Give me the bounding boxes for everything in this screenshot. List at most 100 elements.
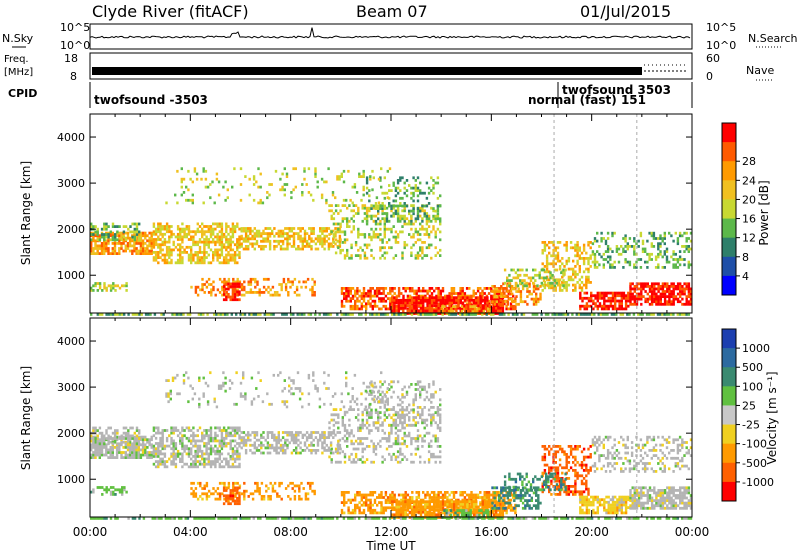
vel-cell — [368, 429, 371, 432]
vel-cell — [205, 444, 208, 448]
vel-cell — [196, 497, 200, 501]
power-cell — [294, 167, 297, 171]
power-cell — [383, 233, 386, 236]
power-cell — [459, 287, 462, 290]
power-cell — [517, 287, 520, 291]
power-cell — [148, 242, 151, 245]
y-tick-label: 1000 — [57, 269, 85, 282]
power-cell — [157, 225, 160, 228]
vel-cell — [105, 431, 108, 435]
power-cell — [648, 313, 651, 316]
power-cell — [360, 198, 363, 202]
vel-cell — [260, 441, 263, 445]
power-cell — [633, 266, 636, 269]
vel-cell — [266, 431, 270, 434]
vel-cell — [338, 431, 342, 434]
vel-cell — [214, 497, 217, 501]
vel-cell — [157, 465, 160, 469]
power-cell — [352, 219, 355, 223]
vel-cell — [338, 451, 342, 455]
power-cell — [439, 230, 442, 234]
nave-tick-top: 60 — [706, 52, 720, 65]
power-cell — [508, 279, 511, 282]
vel-cell — [203, 434, 206, 438]
power-cell — [257, 185, 260, 189]
vel-cell — [372, 442, 375, 446]
power-cell — [244, 245, 248, 248]
power-cell — [223, 283, 226, 286]
power-cell — [210, 283, 213, 286]
power-cell — [422, 301, 425, 305]
power-cell — [468, 296, 471, 300]
power-cell — [482, 309, 485, 313]
power-cell — [262, 239, 265, 243]
power-cell — [212, 258, 215, 262]
power-cell — [148, 239, 151, 243]
power-cell — [222, 243, 226, 247]
power-cell — [427, 217, 431, 221]
vel-cell — [236, 426, 239, 430]
power-cell — [392, 214, 395, 218]
power-cell — [202, 313, 205, 316]
power-cell — [490, 287, 493, 290]
power-cell — [463, 313, 466, 316]
vel-cell — [194, 495, 198, 498]
power-cell — [385, 214, 389, 218]
vel-cell — [98, 448, 101, 452]
power-cell — [600, 255, 603, 259]
power-cell — [632, 313, 636, 316]
vel-cell — [124, 431, 128, 435]
power-cell — [530, 297, 533, 301]
power-cell — [388, 238, 391, 242]
power-cell — [352, 204, 355, 207]
vel-cell — [332, 413, 336, 417]
power-cell — [103, 244, 106, 248]
vel-cell — [209, 426, 213, 430]
power-cell — [551, 281, 554, 285]
power-cell — [220, 251, 224, 254]
power-cell — [181, 256, 184, 259]
power-cell — [587, 278, 590, 282]
power-cell — [239, 167, 243, 171]
vel-cell — [135, 448, 138, 452]
power-cell — [346, 225, 349, 228]
vel-cell — [174, 429, 178, 432]
vel-cell — [111, 448, 114, 452]
power-cell — [455, 301, 458, 305]
power-cell — [421, 225, 424, 228]
power-cell — [271, 293, 275, 297]
power-cell — [299, 234, 302, 238]
power-cell — [231, 230, 235, 234]
power-cell — [653, 285, 656, 288]
vel-cell — [212, 447, 215, 451]
power-cell — [173, 313, 176, 316]
power-cell — [339, 230, 342, 234]
power-cell — [350, 256, 353, 260]
power-cell — [666, 300, 669, 304]
power-cell — [676, 313, 679, 316]
power-cell — [624, 239, 627, 243]
vel-cell — [187, 452, 191, 456]
power-cell — [571, 313, 574, 316]
power-cell — [679, 285, 682, 288]
vel-cell — [258, 487, 261, 490]
vel-cell — [111, 451, 114, 454]
power-cell — [626, 313, 629, 316]
power-cell — [170, 261, 173, 265]
power-cell — [232, 277, 235, 281]
power-cell — [231, 253, 235, 257]
power-cell — [363, 206, 367, 210]
power-cell — [231, 258, 235, 262]
power-cell — [103, 249, 106, 253]
power-cell — [433, 309, 436, 313]
power-cell — [408, 306, 412, 310]
power-cell — [676, 292, 680, 296]
power-cell — [659, 237, 662, 240]
power-cell — [585, 286, 588, 290]
vel-cell — [284, 487, 288, 490]
power-cell — [485, 313, 488, 316]
power-cell — [312, 239, 315, 243]
vel-cell — [181, 429, 184, 432]
vel-cell — [350, 429, 353, 432]
power-cell — [606, 231, 610, 235]
